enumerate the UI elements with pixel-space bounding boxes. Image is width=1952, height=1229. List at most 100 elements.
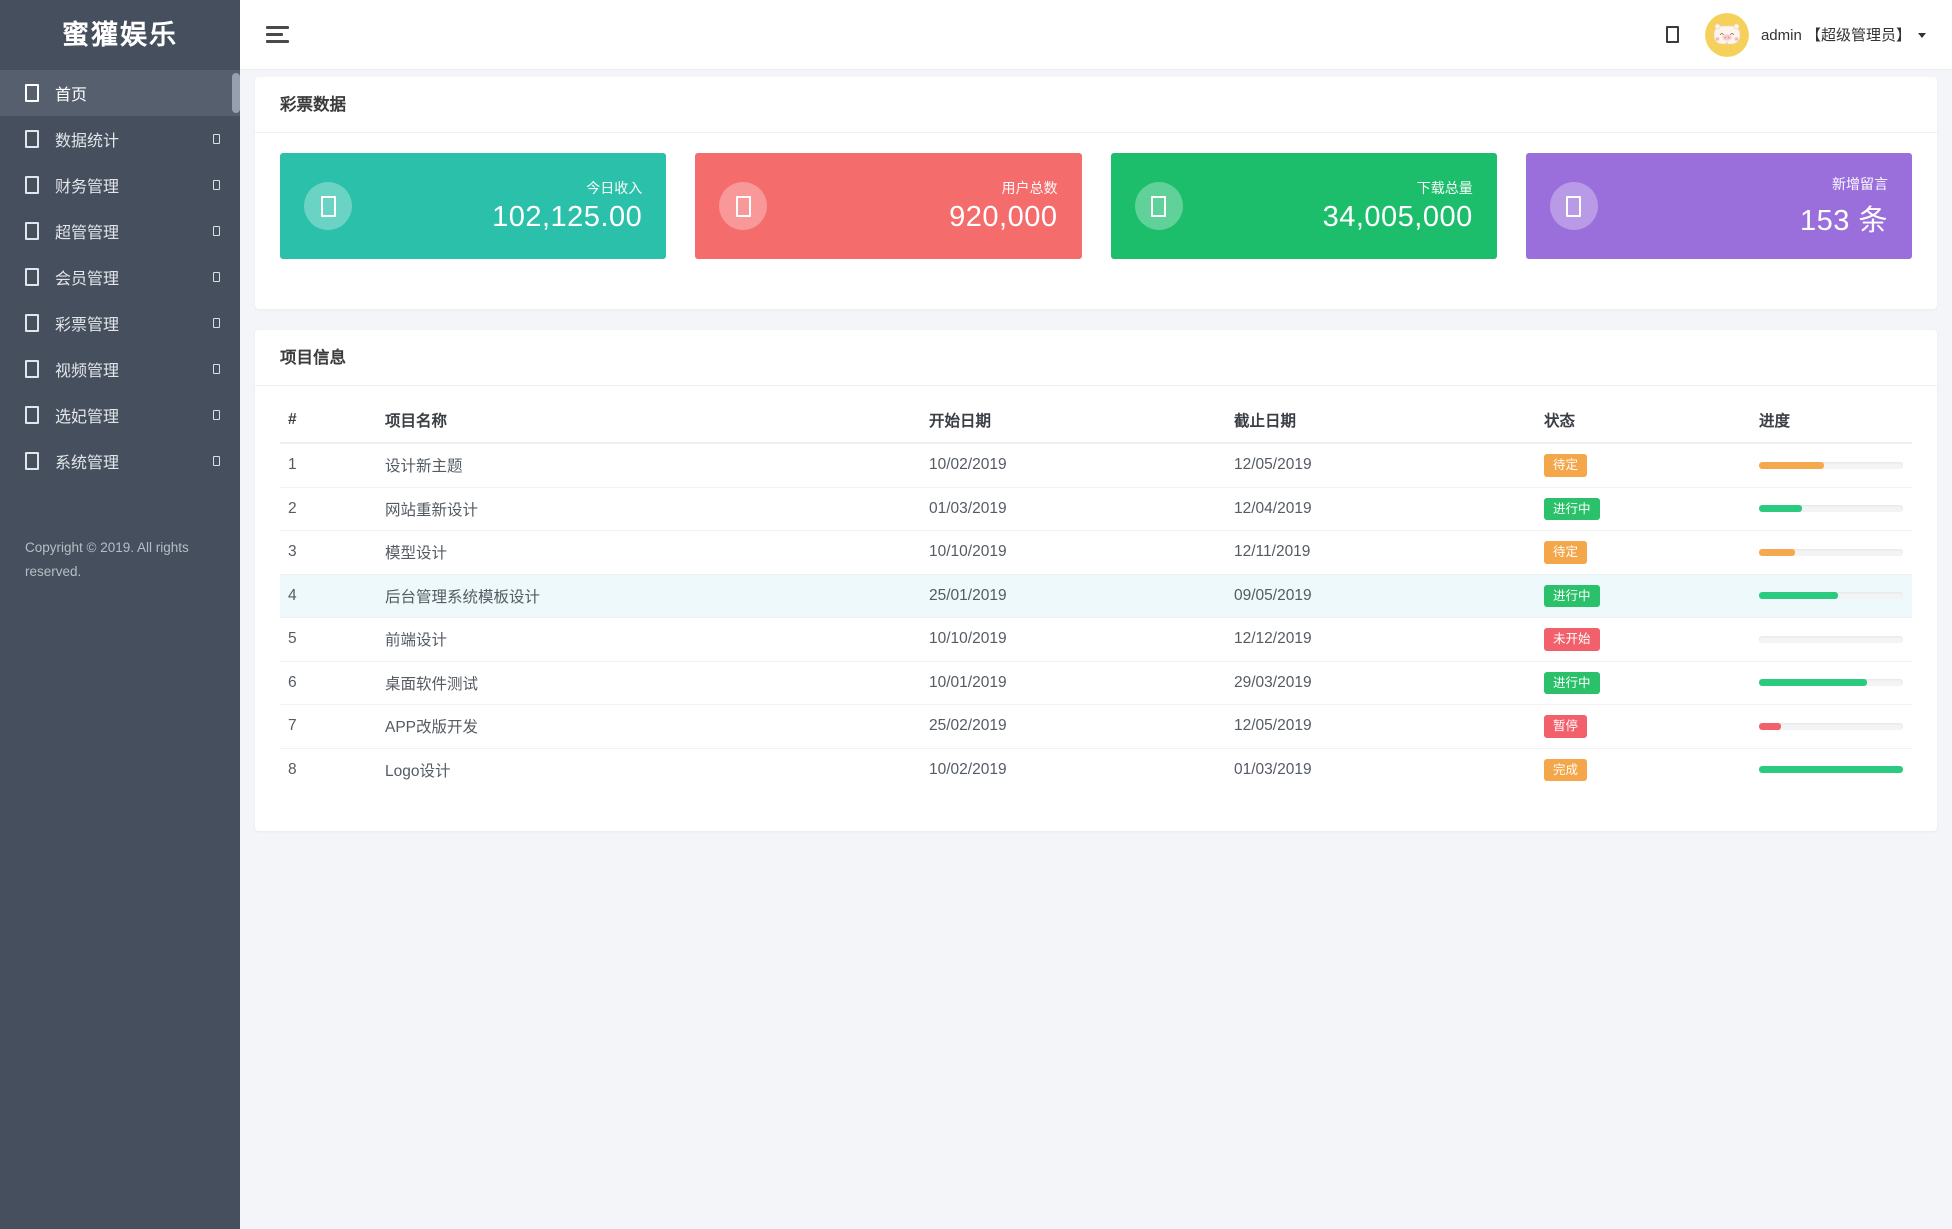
sidebar-item-lottery[interactable]: 彩票管理 — [0, 300, 240, 346]
sidebar-item-finance[interactable]: 财务管理 — [0, 162, 240, 208]
stat-card-value: 34,005,000 — [1322, 201, 1473, 233]
status-badge: 进行中 — [1544, 671, 1600, 694]
sidebar-item-label: 视频管理 — [55, 363, 120, 380]
stat-card-label: 下载总量 — [1416, 180, 1473, 196]
downloads-icon — [1151, 195, 1166, 217]
sidebar-item-superadmin[interactable]: 超管管理 — [0, 208, 240, 254]
row-end: 12/05/2019 — [1226, 704, 1536, 749]
hamburger-menu-icon[interactable] — [264, 18, 291, 51]
sidebar-item-members[interactable]: 会员管理 — [0, 254, 240, 300]
sidebar-item-label: 系统管理 — [55, 455, 120, 472]
page-content: 彩票数据 今日收入 102,125.00 用户总数 920,000 — [240, 70, 1952, 1229]
stats-panel-title: 彩票数据 — [255, 77, 1937, 133]
income-icon — [320, 195, 336, 217]
project-row[interactable]: 2 网站重新设计 01/03/2019 12/04/2019 进行中 — [280, 487, 1912, 531]
sidebar-item-system[interactable]: 系统管理 — [0, 438, 240, 484]
members-icon — [25, 268, 39, 286]
brand-title: 蜜獾娱乐 — [62, 20, 178, 50]
progress-bar — [1759, 766, 1903, 774]
col-header-name: 项目名称 — [377, 398, 921, 444]
row-name: Logo设计 — [385, 762, 451, 780]
row-end: 01/03/2019 — [1234, 760, 1312, 778]
row-start: 25/02/2019 — [921, 704, 1226, 749]
row-name: 网站重新设计 — [377, 487, 921, 531]
stat-card-value: 920,000 — [949, 201, 1058, 233]
users-icon — [735, 195, 751, 217]
row-start: 01/03/2019 — [921, 487, 1226, 531]
submenu-arrow-icon — [213, 318, 220, 328]
project-row[interactable]: 7 APP改版开发 25/02/2019 12/05/2019 暂停 — [280, 704, 1912, 749]
progress-bar — [1759, 592, 1903, 600]
project-row[interactable]: 3 模型设计 10/10/2019 12/11/2019 待定 — [280, 530, 1912, 575]
progress-fill — [1759, 722, 1781, 730]
progress-fill — [1759, 505, 1803, 513]
sidebar-item-label: 会员管理 — [55, 271, 120, 288]
sidebar-item-label: 财务管理 — [55, 179, 120, 196]
user-dropdown[interactable]: admin 【超级管理员】 — [1761, 24, 1926, 45]
row-num: 4 — [280, 574, 377, 618]
stat-card-value: 153 条 — [1800, 204, 1888, 237]
project-row[interactable]: 8 Logo设计 10/02/2019 01/03/2019 完成 — [280, 748, 1912, 791]
row-start: 10/01/2019 — [921, 661, 1226, 705]
sidebar-item-xuanfei[interactable]: 选妃管理 — [0, 392, 240, 438]
sidebar-item-video[interactable]: 视频管理 — [0, 346, 240, 392]
status-badge: 进行中 — [1544, 584, 1600, 607]
status-badge: 待定 — [1544, 541, 1588, 564]
col-header-num: # — [280, 398, 377, 444]
col-header-start: 开始日期 — [921, 398, 1226, 444]
submenu-arrow-icon — [213, 364, 220, 374]
progress-fill — [1759, 548, 1795, 556]
row-end: 12/11/2019 — [1226, 530, 1536, 575]
row-num: 7 — [280, 704, 377, 749]
project-row[interactable]: 4 后台管理系统模板设计 25/01/2019 09/05/2019 进行中 — [280, 574, 1912, 618]
project-row[interactable]: 5 前端设计 10/10/2019 12/12/2019 未开始 — [280, 617, 1912, 662]
row-name: 后台管理系统模板设计 — [377, 574, 921, 618]
projects-table: # 项目名称 开始日期 截止日期 状态 进度 1 设计新主题 — [280, 398, 1912, 791]
row-num: 2 — [280, 487, 377, 531]
stat-icon-circle — [1134, 182, 1183, 230]
row-num: 5 — [280, 617, 377, 662]
row-name: 桌面软件测试 — [377, 661, 921, 705]
progress-fill — [1759, 679, 1867, 687]
row-num: 8 — [288, 760, 297, 778]
progress-fill — [1759, 766, 1903, 774]
progress-bar — [1759, 505, 1903, 513]
fullscreen-icon[interactable] — [1665, 26, 1679, 43]
row-start: 10/02/2019 — [921, 443, 1226, 488]
submenu-arrow-icon — [213, 134, 220, 144]
header-right: admin 【超级管理员】 — [1665, 12, 1926, 57]
finance-icon — [25, 176, 39, 194]
projects-panel-title: 项目信息 — [255, 330, 1937, 386]
row-num: 1 — [280, 443, 377, 488]
project-row[interactable]: 6 桌面软件测试 10/01/2019 29/03/2019 进行中 — [280, 661, 1912, 705]
row-end: 29/03/2019 — [1226, 661, 1536, 705]
row-end: 12/12/2019 — [1226, 617, 1536, 662]
statistics-icon — [25, 130, 39, 148]
stat-icon-circle — [304, 182, 352, 230]
progress-fill — [1759, 461, 1824, 469]
sidebar-nav: 首页 数据统计 财务管理 超管管理 会员管理 — [0, 70, 240, 484]
avatar[interactable] — [1704, 12, 1749, 57]
sidebar-item-home[interactable]: 首页 — [0, 70, 240, 116]
stat-icon-circle — [719, 182, 768, 230]
sidebar-item-statistics[interactable]: 数据统计 — [0, 116, 240, 162]
sidebar: 蜜獾娱乐 首页 数据统计 财务管理 超管管理 — [0, 0, 240, 1229]
stat-icon-circle — [1549, 182, 1598, 230]
row-start: 10/10/2019 — [921, 617, 1226, 662]
progress-bar — [1759, 722, 1903, 730]
sidebar-item-label: 彩票管理 — [55, 317, 120, 334]
progress-bar — [1759, 548, 1903, 556]
col-header-progress: 进度 — [1751, 398, 1912, 444]
status-badge: 进行中 — [1544, 497, 1600, 520]
stat-card-users: 用户总数 920,000 — [695, 153, 1082, 259]
row-end: 12/05/2019 — [1226, 443, 1536, 488]
progress-bar — [1759, 461, 1903, 469]
stat-card-value: 102,125.00 — [492, 201, 643, 233]
project-row[interactable]: 1 设计新主题 10/02/2019 12/05/2019 待定 — [280, 443, 1912, 488]
projects-panel: 项目信息 # 项目名称 开始日期 截止日期 状态 进度 — [255, 330, 1937, 831]
row-name: APP改版开发 — [377, 704, 921, 749]
sidebar-item-label: 首页 — [55, 87, 88, 104]
row-name: 模型设计 — [377, 530, 921, 575]
submenu-arrow-icon — [213, 456, 220, 466]
